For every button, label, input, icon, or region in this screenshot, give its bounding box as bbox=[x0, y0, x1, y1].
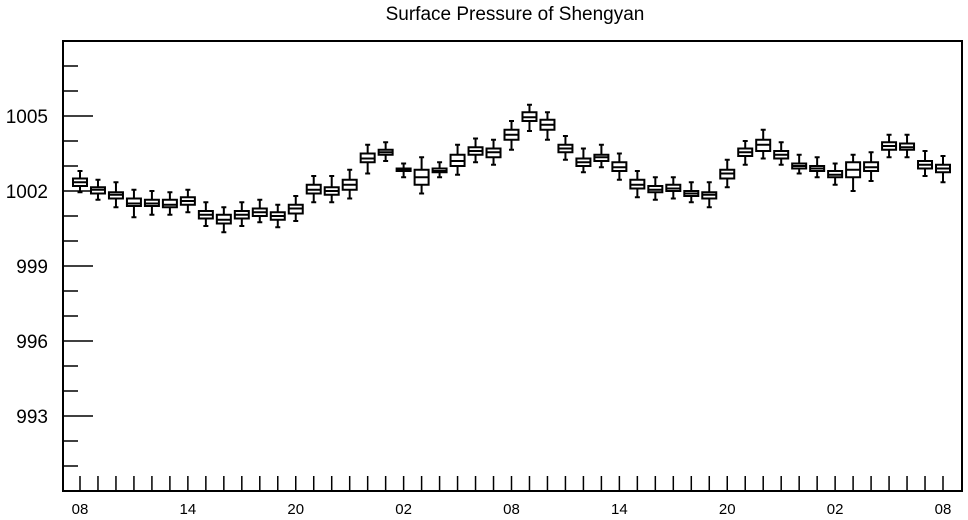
box-item bbox=[287, 195, 304, 222]
box-item bbox=[233, 201, 250, 227]
box-body bbox=[125, 197, 142, 207]
box-item bbox=[323, 175, 340, 204]
box-item bbox=[377, 141, 394, 162]
box-item bbox=[341, 168, 358, 200]
box-item bbox=[395, 162, 412, 179]
y-tick-label: 1002 bbox=[6, 182, 48, 203]
box-item bbox=[737, 140, 754, 166]
box-item bbox=[845, 153, 862, 192]
box-item bbox=[557, 135, 574, 161]
box-item bbox=[485, 138, 502, 166]
box-item bbox=[161, 191, 178, 216]
box-item bbox=[575, 147, 592, 174]
box-item bbox=[899, 133, 916, 159]
box-item bbox=[917, 150, 934, 177]
box-item bbox=[791, 153, 808, 175]
chart-title: Surface Pressure of Shengyan bbox=[385, 4, 645, 25]
box-item bbox=[449, 143, 466, 176]
box-item bbox=[827, 162, 844, 186]
box-item bbox=[467, 137, 484, 164]
box-item bbox=[521, 103, 538, 132]
box-item bbox=[863, 151, 880, 182]
x-tick-label: 14 bbox=[611, 501, 628, 518]
y-tick-label: 993 bbox=[16, 407, 48, 428]
box-item bbox=[809, 156, 826, 179]
x-tick-label: 20 bbox=[287, 501, 304, 518]
x-tick-label: 02 bbox=[395, 501, 412, 518]
box-series bbox=[72, 103, 951, 234]
box-item bbox=[665, 176, 682, 200]
box-item bbox=[593, 143, 610, 169]
y-tick-label: 996 bbox=[16, 332, 48, 353]
box-item bbox=[881, 133, 898, 159]
y-tick-label: 1005 bbox=[6, 107, 48, 128]
box-item bbox=[107, 181, 124, 209]
box-item bbox=[611, 152, 628, 181]
box-item bbox=[359, 143, 376, 175]
box-item bbox=[179, 188, 196, 214]
box-item bbox=[125, 188, 142, 219]
box-item bbox=[431, 161, 448, 179]
box-item bbox=[683, 181, 700, 204]
box-item bbox=[89, 178, 106, 201]
y-tick-label: 999 bbox=[16, 257, 48, 278]
box-item bbox=[215, 206, 232, 234]
box-item bbox=[251, 198, 268, 224]
x-tick-label: 02 bbox=[827, 501, 844, 518]
box-item bbox=[629, 170, 646, 199]
box-item bbox=[413, 156, 430, 195]
box-item bbox=[269, 203, 286, 229]
plot-frame bbox=[62, 40, 963, 492]
box-item bbox=[197, 201, 214, 227]
box-item bbox=[755, 128, 772, 160]
box-item bbox=[143, 190, 160, 216]
box-item bbox=[935, 155, 951, 184]
box-item bbox=[773, 141, 790, 166]
x-axis: 08 14 20 02 08 14 20 02 08 bbox=[72, 476, 952, 518]
box-item bbox=[305, 175, 322, 204]
plot-frame-border bbox=[62, 40, 963, 492]
box-item bbox=[72, 170, 88, 194]
box-item bbox=[719, 158, 736, 189]
box-item bbox=[701, 181, 718, 209]
box-body bbox=[161, 198, 178, 209]
x-tick-label: 20 bbox=[719, 501, 736, 518]
y-axis: 1005 1002 999 996 993 bbox=[6, 65, 93, 467]
box-item bbox=[539, 111, 556, 141]
box-item bbox=[503, 120, 520, 151]
x-tick-label: 14 bbox=[180, 501, 197, 518]
x-tick-label: 08 bbox=[935, 501, 952, 518]
box-item bbox=[647, 176, 664, 201]
x-tick-label: 08 bbox=[503, 501, 520, 518]
x-tick-label: 08 bbox=[72, 501, 89, 518]
